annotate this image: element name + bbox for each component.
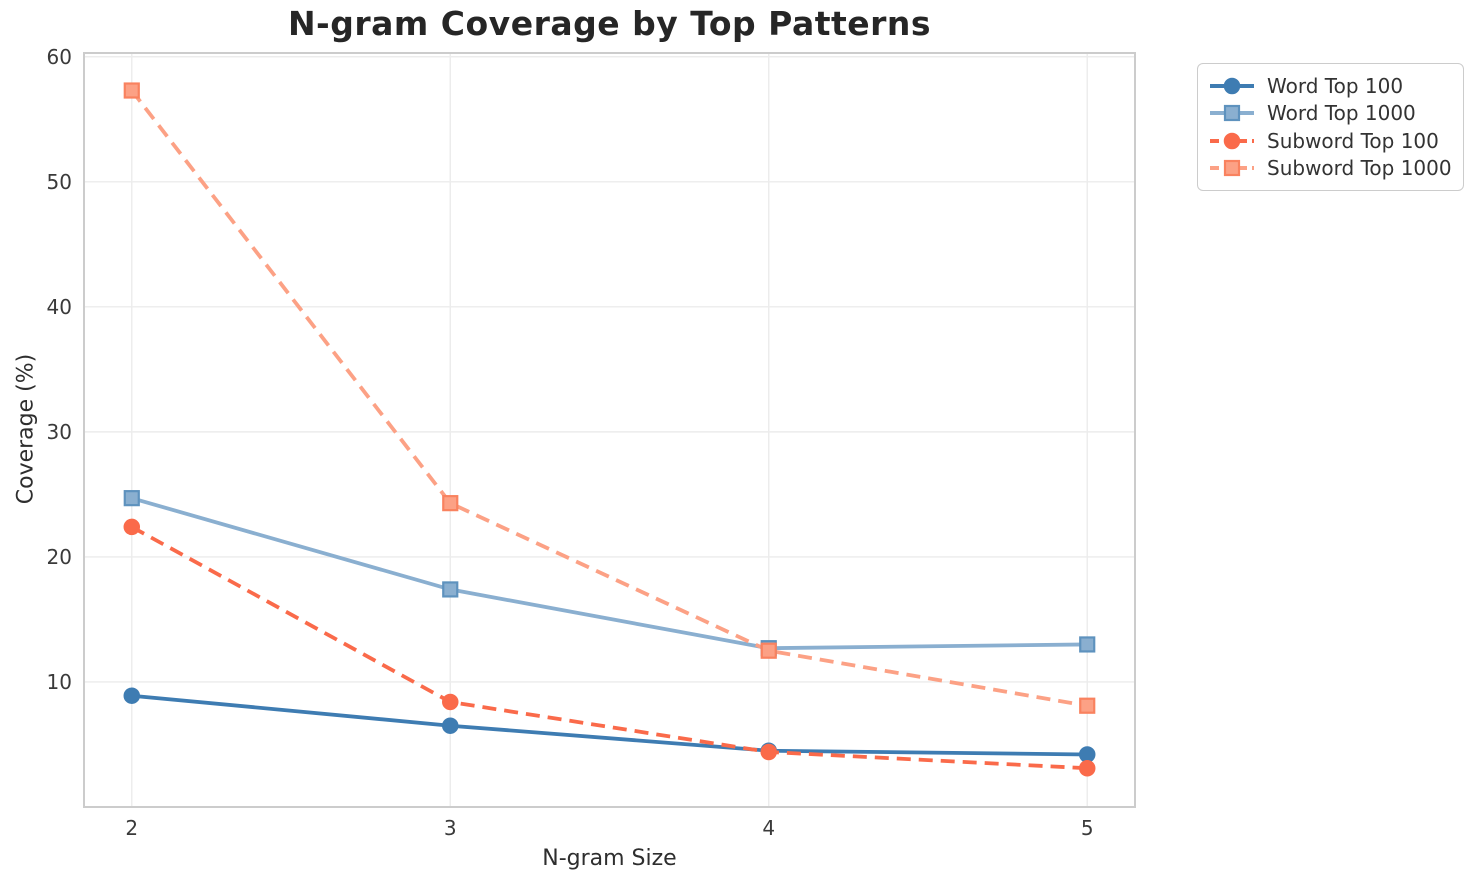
series-line-word-top-1000 [131, 496, 1088, 651]
legend-sample-dashed-line-icon [1210, 132, 1254, 150]
legend-square-marker-icon [1223, 105, 1241, 122]
legend-circle-marker-icon [1223, 77, 1241, 94]
x-tick-label-5: 5 [1081, 816, 1094, 840]
legend-item-word-top-100: Word Top 100 [1208, 73, 1453, 98]
x-axis-label: N-gram Size [542, 846, 677, 871]
marker-word-top-100-x2 [123, 687, 141, 704]
marker-word-top-100-x5 [1078, 746, 1096, 763]
series-line-subword-top-1000 [130, 89, 1088, 708]
marker-word-top-1000-x3 [442, 581, 459, 598]
marker-subword-top-100-x5 [1078, 759, 1096, 777]
marker-subword-top-100-x3 [442, 693, 459, 711]
marker-word-top-100-x3 [442, 717, 459, 734]
y-tick-label-50: 50 [47, 170, 72, 194]
y-axis-label: Coverage (%) [13, 353, 39, 505]
marker-subword-top-1000-x4 [760, 642, 777, 659]
y-tick-label-10: 10 [47, 670, 72, 694]
legend-circle-marker-icon [1223, 132, 1241, 150]
x-tick-label-4: 4 [762, 816, 775, 840]
y-tick-label-40: 40 [47, 295, 72, 319]
x-tick-label-2: 2 [125, 816, 138, 840]
series-line-word-top-100 [131, 693, 1088, 757]
legend-label: Word Top 1000 [1267, 101, 1416, 126]
legend-item-subword-top-1000: Subword Top 1000 [1208, 156, 1453, 181]
marker-word-top-1000-x5 [1079, 636, 1096, 653]
legend-sample-dashed-line-icon [1210, 160, 1254, 177]
plot-border [83, 52, 1136, 808]
marker-subword-top-1000-x3 [442, 495, 459, 512]
legend-label: Word Top 100 [1267, 73, 1404, 98]
legend-item-word-top-1000: Word Top 1000 [1208, 101, 1453, 126]
marker-word-top-1000-x2 [123, 490, 140, 507]
marker-subword-top-100-x4 [760, 743, 777, 761]
y-tick-label-30: 30 [47, 420, 72, 444]
x-tick-label-3: 3 [444, 816, 457, 840]
legend-label: Subword Top 100 [1267, 128, 1439, 153]
y-tick-label-60: 60 [47, 45, 72, 69]
marker-subword-top-100-x2 [123, 518, 141, 536]
legend-sample-solid-line-icon [1210, 105, 1254, 122]
marker-subword-top-1000-x5 [1079, 697, 1096, 714]
legend-square-marker-icon [1223, 160, 1241, 177]
y-tick-label-20: 20 [47, 545, 72, 569]
legend-item-subword-top-100: Subword Top 100 [1208, 128, 1453, 153]
marker-subword-top-1000-x2 [123, 82, 140, 99]
legend: Word Top 100 Word Top 1000 Subword Top 100… [1197, 63, 1464, 191]
series-line-subword-top-100 [130, 525, 1088, 771]
legend-sample-solid-line-icon [1210, 77, 1254, 94]
chart-title: N-gram Coverage by Top Patterns [287, 4, 932, 43]
legend-label: Subword Top 1000 [1267, 156, 1452, 181]
